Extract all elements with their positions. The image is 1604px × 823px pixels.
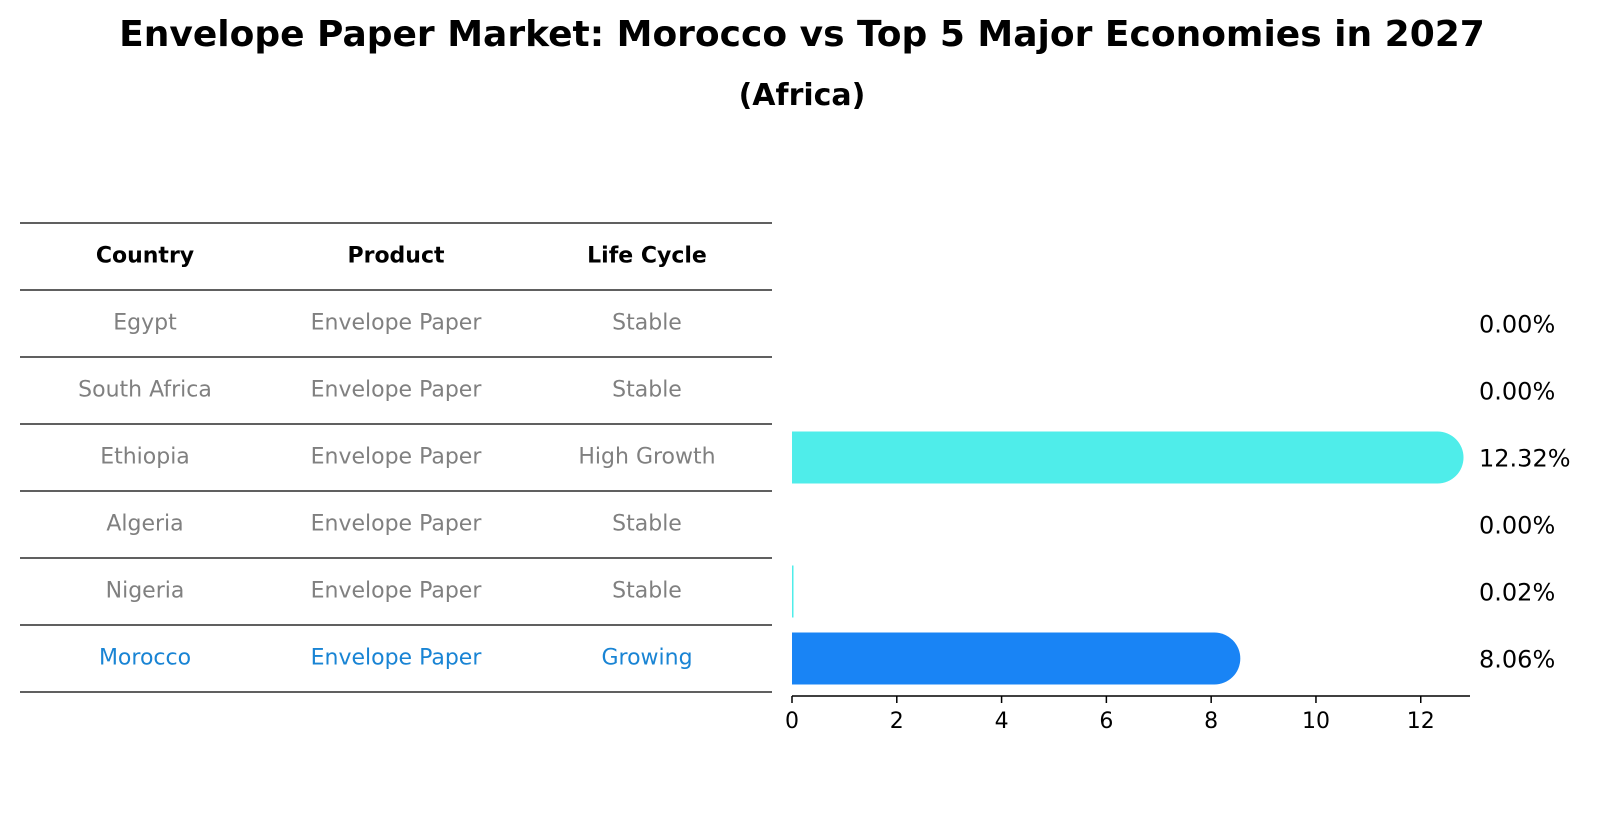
bar-value-label: 12.32% [1479, 445, 1571, 473]
table-cell-country: Nigeria [106, 579, 185, 604]
table-cell-country: South Africa [78, 378, 212, 403]
table-cell-product: Envelope Paper [311, 311, 483, 336]
table-cell-product: Envelope Paper [311, 512, 483, 537]
bar-series: 0.00% 0.00% 12.32% 0.00% 0.02% 8.06% [792, 311, 1571, 685]
x-tick-label: 12 [1407, 709, 1435, 734]
bar-ethiopia [792, 431, 1464, 484]
table-cell-country: Algeria [106, 512, 183, 537]
chart-title: Envelope Paper Market: Morocco vs Top 5 … [119, 14, 1485, 55]
table-cell-product: Envelope Paper [311, 646, 483, 671]
x-tick-label: 6 [1099, 709, 1113, 734]
x-tick-label: 4 [995, 709, 1009, 734]
table-cell-product: Envelope Paper [311, 378, 483, 403]
table-cell-life-cycle: Growing [601, 646, 692, 671]
table-cell-life-cycle: High Growth [578, 445, 715, 470]
table-header-product: Product [347, 244, 445, 269]
table-header-country: Country [96, 244, 194, 269]
table-cell-product: Envelope Paper [311, 579, 483, 604]
bar-value-label: 8.06% [1479, 646, 1555, 674]
bar-morocco [792, 632, 1241, 685]
bar-nigeria [792, 565, 794, 618]
table-cell-country: Morocco [99, 646, 191, 671]
table-cell-life-cycle: Stable [612, 512, 682, 537]
table-cell-product: Envelope Paper [311, 445, 483, 470]
bar-value-label: 0.00% [1479, 311, 1555, 339]
bar-value-label: 0.00% [1479, 512, 1555, 540]
bar-value-label: 0.00% [1479, 378, 1555, 406]
x-tick-label: 2 [890, 709, 904, 734]
table-cell-life-cycle: Stable [612, 378, 682, 403]
table-cell-life-cycle: Stable [612, 579, 682, 604]
data-table: Country Product Life Cycle Egypt Envelope Pa… [20, 222, 772, 693]
x-axis: 0 2 4 6 8 10 12 [785, 695, 1470, 734]
table-cell-country: Ethiopia [100, 445, 190, 470]
x-tick-label: 8 [1204, 709, 1218, 734]
x-tick-label: 10 [1302, 709, 1330, 734]
table-cell-country: Egypt [113, 311, 177, 336]
table-cell-life-cycle: Stable [612, 311, 682, 336]
x-tick-label: 0 [785, 709, 799, 734]
table-header-life-cycle: Life Cycle [587, 244, 707, 269]
chart-subtitle: (Africa) [738, 78, 866, 113]
bar-value-label: 0.02% [1479, 579, 1555, 607]
